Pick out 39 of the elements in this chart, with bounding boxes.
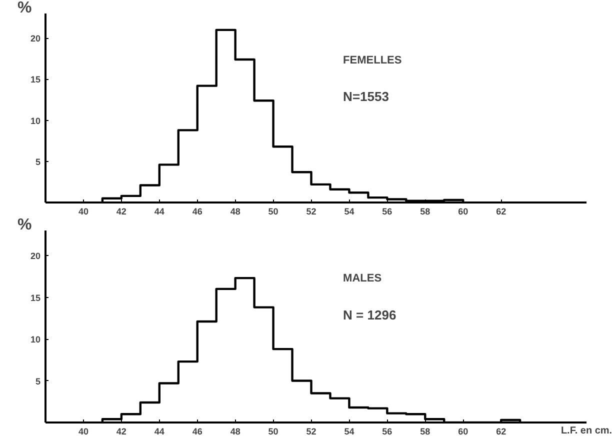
x-tick-label: 58 [420, 206, 430, 216]
x-tick-label: 44 [154, 426, 164, 436]
y-tick-label: 20 [30, 251, 41, 262]
x-tick-label: 40 [78, 206, 88, 216]
x-tick-label: 48 [230, 426, 240, 436]
y-tick-label: 20 [30, 34, 41, 44]
annotation: N=1553 [343, 89, 389, 104]
x-tick-label: 56 [382, 206, 392, 216]
x-tick-label: 40 [78, 426, 88, 436]
y-tick-label: 5 [35, 156, 41, 167]
x-tick-label: 50 [268, 206, 278, 216]
x-tick-label: 48 [230, 206, 240, 216]
x-axis-title: L.F. en cm. [560, 426, 612, 436]
x-tick-label: 56 [382, 426, 392, 436]
x-tick-label: 42 [116, 426, 126, 436]
x-tick-label: 58 [420, 426, 430, 436]
y-tick-label: 10 [30, 334, 41, 345]
x-tick-label: 44 [154, 206, 164, 216]
x-tick-label: 60 [458, 426, 468, 436]
x-tick-label: 42 [116, 206, 126, 216]
annotation: N = 1296 [343, 308, 396, 323]
x-tick-label: 46 [192, 206, 202, 216]
y-tick-label: 10 [30, 116, 41, 126]
x-tick-label: 50 [268, 426, 278, 436]
x-tick-label: 52 [306, 206, 316, 216]
annotation: MALES [343, 272, 382, 284]
x-tick-label: 54 [344, 426, 354, 436]
x-tick-label: 62 [496, 206, 506, 216]
y-tick-label: 5 [35, 376, 41, 386]
y-tick-label: 15 [30, 74, 41, 85]
x-tick-label: 54 [344, 206, 354, 216]
x-tick-label: 62 [496, 426, 506, 436]
x-tick-label: 60 [458, 206, 468, 216]
y-axis-title: % [18, 216, 32, 234]
x-tick-label: 46 [192, 426, 202, 436]
y-axis-title: % [18, 0, 32, 16]
y-tick-label: 15 [30, 292, 41, 303]
annotation: FEMELLES [343, 54, 402, 66]
x-tick-label: 52 [306, 426, 316, 436]
